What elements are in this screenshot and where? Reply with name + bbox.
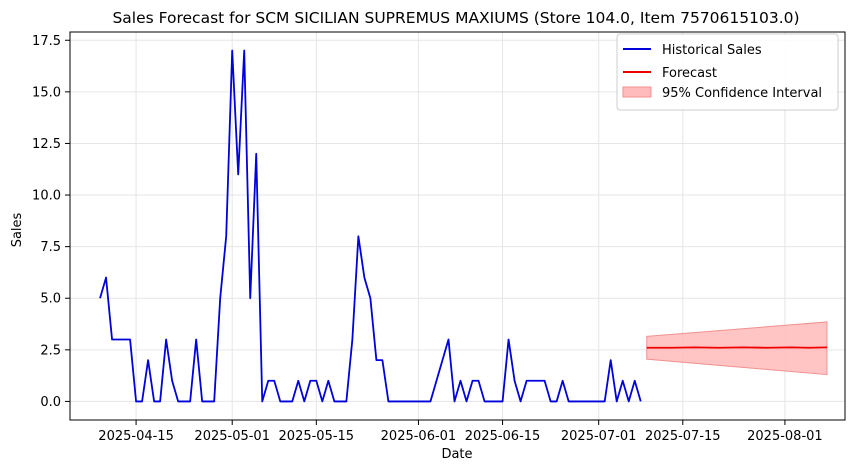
legend: Historical Sales Forecast 95% Confidence… [616, 33, 839, 111]
legend-historical-label: Historical Sales [662, 43, 762, 58]
x-axis-title: Date [441, 447, 472, 462]
historical-sales-line [99, 49, 642, 403]
x-tick-label: 2025-04-15 [98, 429, 174, 444]
x-tick-label: 2025-06-15 [465, 429, 541, 444]
x-axis-ticks: 2025-04-15 2025-05-01 2025-05-15 2025-06-01… [98, 420, 823, 444]
legend-forecast-label: Forecast [662, 66, 717, 81]
x-tick-label: 2025-07-15 [645, 429, 721, 444]
legend-box [616, 33, 839, 111]
y-tick-label: 12.5 [32, 137, 61, 152]
y-tick-label: 7.5 [40, 240, 61, 255]
legend-confidence-swatch [622, 86, 652, 98]
y-tick-label: 5.0 [40, 292, 61, 307]
y-tick-label: 10.0 [32, 189, 61, 204]
x-tick-label: 2025-05-01 [194, 429, 270, 444]
series-layer [99, 49, 827, 403]
plot-frame [69, 31, 846, 421]
y-axis-title: Sales [10, 212, 25, 247]
x-tick-label: 2025-07-01 [561, 429, 637, 444]
x-tick-label: 2025-08-01 [747, 429, 823, 444]
legend-confidence-label: 95% Confidence Interval [662, 86, 822, 101]
y-tick-label: 0.0 [40, 395, 61, 410]
y-axis-ticks: 0.0 2.5 5.0 7.5 10.0 12.5 15.0 17.5 [32, 34, 70, 410]
x-tick-label: 2025-06-01 [381, 429, 457, 444]
x-tick-label: 2025-05-15 [279, 429, 355, 444]
y-tick-label: 17.5 [32, 34, 61, 49]
chart-title: Sales Forecast for SCM SICILIAN SUPREMUS… [112, 9, 799, 27]
y-tick-label: 2.5 [40, 343, 61, 358]
y-tick-label: 15.0 [32, 85, 61, 100]
